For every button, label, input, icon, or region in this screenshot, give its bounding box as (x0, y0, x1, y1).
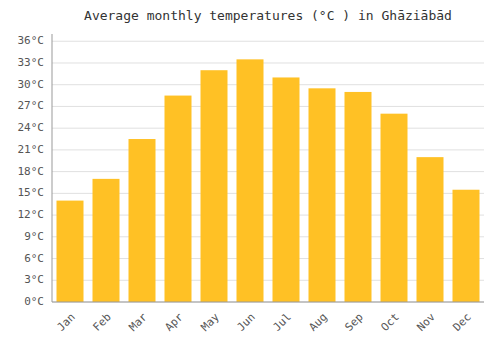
bar (453, 190, 480, 302)
bar (345, 92, 372, 302)
x-tick-label: Apr (163, 310, 187, 334)
grid-line (52, 149, 484, 150)
y-tick-label: 21°C (18, 143, 45, 156)
y-tick-label: 30°C (18, 78, 45, 91)
bar (165, 96, 192, 302)
bar (237, 59, 264, 302)
bar (273, 77, 300, 302)
x-tick-label: Feb (91, 311, 114, 334)
grid-line (52, 84, 484, 85)
x-tick-label: Jul (271, 311, 294, 334)
grid (52, 41, 484, 302)
chart: 0°C 3°C 6°C 9°C 12°C 15°C 18°C 21°C 24°C 27°C 30°C… (0, 0, 500, 350)
y-axis-line (52, 34, 53, 302)
bars (57, 59, 480, 302)
y-tick-label: 12°C (18, 208, 45, 221)
bar (309, 88, 336, 302)
grid-line (52, 41, 484, 42)
y-tick-label: 3°C (24, 273, 44, 286)
y-tick-label: 0°C (24, 295, 44, 308)
x-tick-label: Aug (307, 311, 330, 334)
y-tick-label: 15°C (18, 186, 45, 199)
bar (129, 139, 156, 302)
grid-line (52, 128, 484, 129)
bar (201, 70, 228, 302)
x-tick-label: Nov (415, 310, 439, 334)
y-tick-label: 6°C (24, 252, 44, 265)
bar (93, 179, 120, 302)
x-tick-label: Jan (55, 311, 78, 334)
y-tick-label: 27°C (18, 99, 45, 112)
title: Average monthly temperatures (°C ) in Gh… (84, 8, 452, 23)
bar (381, 114, 408, 302)
grid-line (52, 302, 484, 303)
y-tick-label: 33°C (18, 56, 45, 69)
y-tick-label: 18°C (18, 165, 45, 178)
x-tick-label: Dec (451, 311, 474, 334)
x-tick-label: Jun (235, 311, 258, 334)
grid-line (52, 106, 484, 107)
y-tick-label: 24°C (18, 121, 45, 134)
bar (57, 201, 84, 302)
x-axis-line (52, 302, 484, 303)
grid-line (52, 62, 484, 63)
x-tick-label: May (199, 310, 223, 334)
x-tick-label: Sep (343, 311, 366, 334)
x-tick-label: Oct (379, 311, 402, 334)
bar (417, 157, 444, 302)
y-tick-label: 9°C (24, 230, 44, 243)
x-tick-label: Mar (127, 310, 151, 334)
y-tick-label: 36°C (18, 34, 45, 47)
